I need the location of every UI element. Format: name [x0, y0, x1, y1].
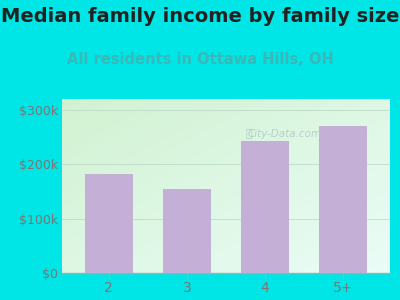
Text: All residents in Ottawa Hills, OH: All residents in Ottawa Hills, OH: [67, 52, 333, 68]
Text: City-Data.com: City-Data.com: [248, 129, 322, 139]
Bar: [163, 189, 211, 273]
Bar: [241, 141, 289, 273]
Text: Median family income by family size: Median family income by family size: [1, 8, 399, 26]
Text: ⓘ: ⓘ: [246, 129, 252, 139]
Bar: [85, 174, 133, 273]
Bar: [319, 126, 367, 273]
